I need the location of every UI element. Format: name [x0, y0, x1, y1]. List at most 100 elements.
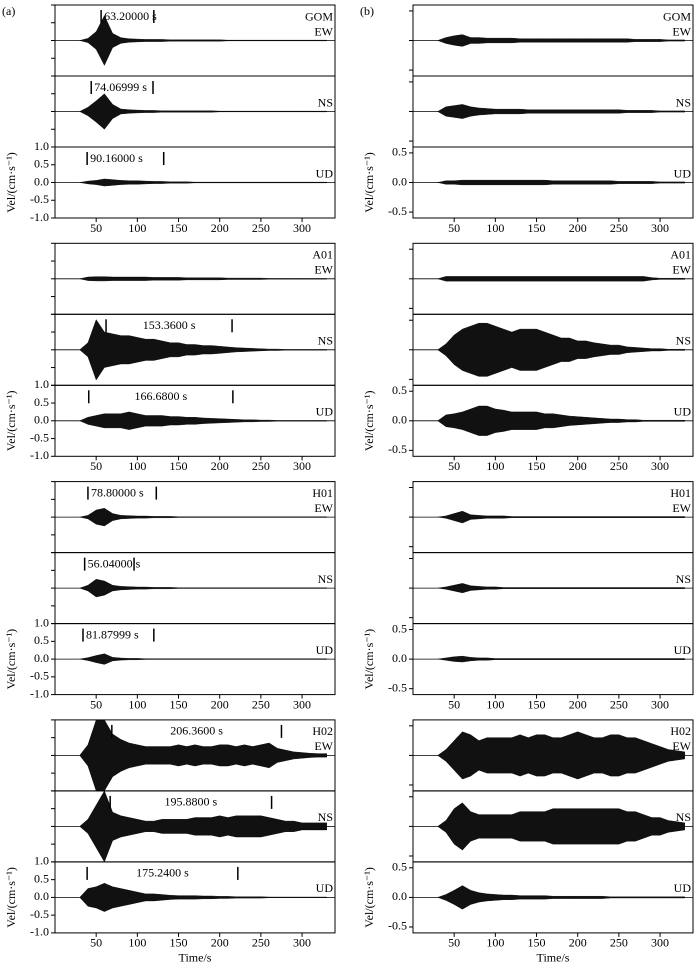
x-tick-label: 100	[486, 221, 504, 235]
component-label: UD	[316, 881, 334, 895]
component-label: UD	[316, 643, 334, 657]
x-tick-label: 100	[128, 459, 146, 473]
y-tick-label: 0.5	[34, 871, 49, 885]
x-tick-label: 50	[448, 459, 460, 473]
x-tick-label: 150	[528, 697, 546, 711]
component-label: EW	[672, 501, 691, 515]
waveform	[79, 653, 327, 665]
x-tick-label: 50	[90, 697, 102, 711]
y-axis-label: Vel/(cm·s⁻¹)	[362, 629, 376, 690]
waveform	[437, 104, 685, 119]
waveform	[437, 322, 685, 377]
y-tick-label: 0.5	[34, 395, 49, 409]
x-tick-label: 200	[211, 459, 229, 473]
y-axis-label: Vel/(cm·s⁻¹)	[362, 391, 376, 452]
y-tick-label: -1.0	[30, 448, 49, 462]
x-tick-label: 100	[128, 221, 146, 235]
component-label: UD	[674, 166, 692, 180]
x-tick-label: 200	[569, 459, 587, 473]
component-label: EW	[672, 739, 691, 753]
x-tick-label: 250	[252, 221, 270, 235]
x-tick-label: 250	[610, 936, 628, 950]
panel-label: (a)	[2, 4, 15, 18]
component-label: UD	[674, 643, 692, 657]
y-axis-label: Vel/(cm·s⁻¹)	[4, 867, 18, 928]
station-name: H01	[670, 486, 691, 500]
waveform	[437, 405, 685, 436]
waveform	[79, 508, 327, 527]
component-label: NS	[676, 95, 691, 109]
x-tick-label: 300	[293, 221, 311, 235]
y-axis-label: Vel/(cm·s⁻¹)	[4, 152, 18, 213]
x-tick-label: 150	[528, 459, 546, 473]
x-tick-label: 300	[651, 459, 669, 473]
y-tick-label: -1.0	[30, 686, 49, 700]
y-axis-label: Vel/(cm·s⁻¹)	[4, 391, 18, 452]
component-label: UD	[674, 405, 692, 419]
waveform	[437, 179, 685, 186]
y-tick-label: -0.5	[30, 192, 49, 206]
x-tick-label: 200	[211, 936, 229, 950]
y-tick-label: 0.0	[34, 889, 49, 903]
y-axis-label: Vel/(cm·s⁻¹)	[362, 152, 376, 213]
duration-label: 206.3600 s	[170, 724, 223, 738]
x-axis-label: Time/s	[179, 951, 212, 965]
x-tick-label: 200	[569, 697, 587, 711]
x-tick-label: 50	[90, 221, 102, 235]
x-tick-label: 150	[528, 221, 546, 235]
x-tick-label: 200	[211, 697, 229, 711]
x-tick-label: 50	[448, 697, 460, 711]
waveform	[437, 802, 685, 851]
x-tick-label: 100	[128, 936, 146, 950]
y-tick-label: -0.5	[388, 442, 407, 456]
component-label: NS	[318, 572, 333, 586]
component-label: NS	[676, 334, 691, 348]
x-tick-label: 200	[569, 936, 587, 950]
waveform	[437, 510, 685, 524]
y-tick-label: 0.5	[34, 157, 49, 171]
component-label: NS	[318, 810, 333, 824]
y-tick-label: 0.0	[34, 174, 49, 188]
component-label: NS	[676, 810, 691, 824]
station-name: A01	[670, 248, 691, 262]
x-tick-label: 250	[610, 697, 628, 711]
x-tick-label: 300	[651, 697, 669, 711]
y-tick-label: -1.0	[30, 210, 49, 224]
duration-label: 153.3600 s	[143, 318, 196, 332]
component-label: EW	[314, 739, 333, 753]
x-tick-label: 50	[448, 936, 460, 950]
component-label: NS	[318, 334, 333, 348]
waveform	[79, 411, 327, 430]
x-tick-label: 100	[486, 936, 504, 950]
waveform	[79, 579, 327, 598]
waveform	[78, 15, 327, 66]
component-label: NS	[318, 95, 333, 109]
x-tick-label: 100	[128, 697, 146, 711]
waveform	[437, 655, 685, 663]
waveform	[79, 719, 327, 791]
waveform	[79, 276, 327, 282]
x-tick-label: 150	[170, 221, 188, 235]
y-tick-label: -0.5	[30, 907, 49, 921]
y-tick-label: 0.0	[392, 889, 407, 903]
y-tick-label: 0.0	[392, 413, 407, 427]
y-axis-label: Vel/(cm·s⁻¹)	[362, 867, 376, 928]
component-label: UD	[316, 405, 334, 419]
component-label: EW	[672, 263, 691, 277]
y-tick-label: 1.0	[34, 854, 49, 868]
x-tick-label: 300	[293, 459, 311, 473]
duration-label: 175.2400 s	[136, 866, 189, 880]
y-axis-label: Vel/(cm·s⁻¹)	[4, 629, 18, 690]
y-tick-label: 0.5	[34, 633, 49, 647]
y-tick-label: -1.0	[30, 925, 49, 939]
waveform	[437, 34, 685, 47]
station-name: GOM	[305, 9, 333, 23]
waveform	[437, 885, 685, 910]
component-label: EW	[672, 24, 691, 38]
x-axis-label: Time/s	[537, 951, 570, 965]
x-tick-label: 150	[528, 936, 546, 950]
duration-label: 56.04000 s	[88, 556, 141, 570]
x-tick-label: 250	[252, 697, 270, 711]
y-tick-label: 0.0	[392, 651, 407, 665]
